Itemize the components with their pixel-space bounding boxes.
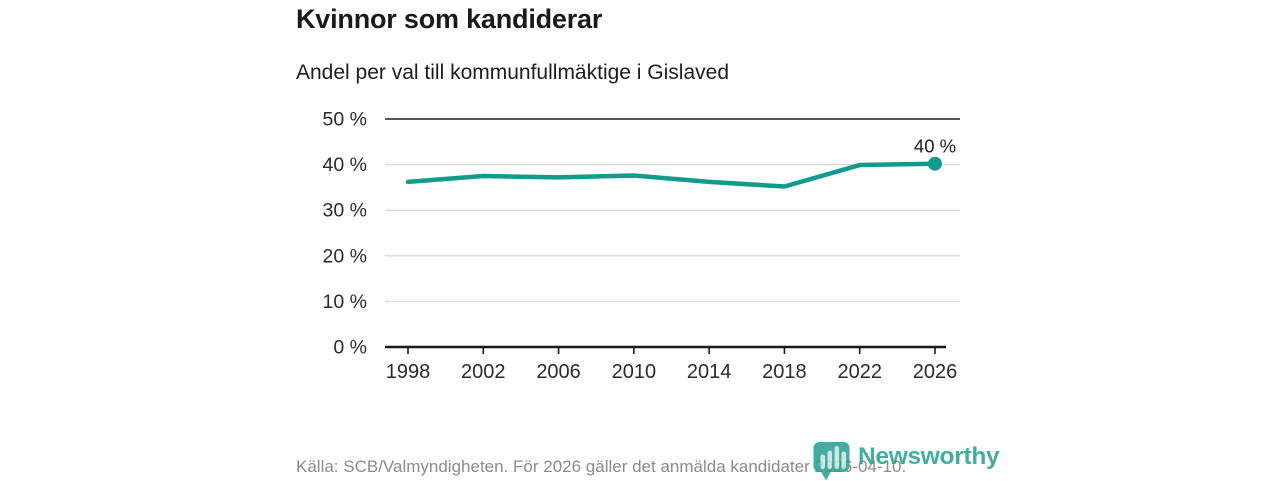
x-tick-label: 1998	[386, 361, 431, 383]
source-note: Källa: SCB/Valmyndigheten. För 2026 gäll…	[296, 457, 907, 476]
y-tick-label: 0 %	[333, 337, 367, 359]
y-tick-label: 50 %	[323, 109, 367, 131]
end-point-label: 40 %	[914, 136, 956, 157]
line-chart: 0 % 10 % 20 % 30 % 40 % 50 % 1998 2002 2006 2010 2…	[290, 100, 980, 400]
chart-title: Kvinnor som kandiderar	[296, 4, 603, 34]
y-tick-label: 20 %	[323, 245, 367, 267]
chart-subtitle: Andel per val till kommunfullmäktige i G…	[296, 61, 730, 84]
x-tick-label: 2002	[461, 361, 506, 383]
x-tick-label: 2014	[687, 361, 732, 383]
newsworthy-logo-text: Newsworthy	[858, 443, 1000, 470]
line-chart-svg: 0 % 10 % 20 % 30 % 40 % 50 % 1998 2002 2006 2010 2…	[323, 109, 960, 383]
data-line	[405, 161, 938, 189]
y-tick-label: 30 %	[323, 200, 367, 222]
y-tick-label: 10 %	[323, 291, 367, 313]
newsworthy-logo-icon	[813, 442, 850, 481]
x-tick-label: 2026	[913, 361, 958, 383]
x-tick-label: 2006	[536, 361, 581, 383]
x-tick-label: 2022	[837, 361, 882, 383]
end-point-marker	[928, 156, 942, 171]
x-tick-label: 2010	[612, 361, 657, 383]
newsworthy-logo: Newsworthy	[812, 441, 1000, 481]
x-tick-label: 2018	[762, 361, 807, 383]
y-tick-label: 40 %	[323, 154, 367, 176]
